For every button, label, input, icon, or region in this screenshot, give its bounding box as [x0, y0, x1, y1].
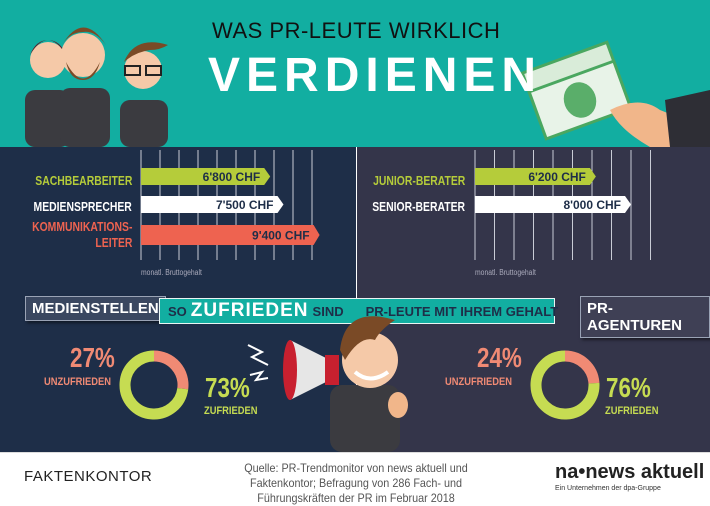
donut-left-zufrieden-pct: 73% [205, 372, 250, 403]
money-hand-icon [520, 40, 710, 147]
bar-value-label: 9'400 CHF [252, 229, 310, 243]
banner-pre: SO [168, 303, 187, 319]
banner-mid: SIND [312, 303, 344, 319]
bar-value-label: 8'000 CHF [563, 198, 621, 212]
source-note: Quelle: PR-Trendmonitor von news aktuell… [244, 461, 468, 505]
bar [475, 196, 631, 213]
banner-big: ZUFRIEDEN [190, 300, 309, 321]
bar [475, 168, 596, 185]
donut-right-unzufrieden-pct: 24% [477, 342, 522, 373]
charts: 6'800 CHF 7'500 CHF 9'400 CHF 6'200 CHF 8'00… [119, 150, 651, 420]
donut-left-zufrieden-label: ZUFRIEDEN [204, 405, 258, 417]
bar-label: MEDIENSPRECHER [33, 199, 132, 214]
donut-slice [119, 350, 189, 420]
bar-label: KOMMUNIKATIONS- LEITER [31, 219, 132, 250]
bar-label: JUNIOR-BERATER [372, 173, 465, 188]
bar-label: SACHBEARBEITER [34, 173, 132, 188]
bar-value-label: 7'500 CHF [216, 198, 274, 212]
news-aktuell-logo: na•news aktuell [555, 461, 705, 483]
x-axis-label: monatl. Bruttogehalt [475, 268, 536, 277]
news-aktuell-subtitle: Ein Unternehmen der dpa-Gruppe [555, 485, 661, 492]
section-label-medienstellen: MEDIENSTELLEN [25, 296, 166, 321]
title-line-1: WAS PR-LEUTE WIRKLICH [212, 18, 501, 43]
illustrations [25, 27, 710, 147]
people-illustration-icon [25, 27, 168, 147]
donut-left-unzufrieden-label: UNZUFRIEDEN [44, 376, 112, 388]
header: WAS PR-LEUTE WIRKLICH VERDIENEN [0, 0, 710, 147]
donut-left-unzufrieden-pct: 27% [70, 342, 115, 373]
donut-right-zufrieden-label: ZUFRIEDEN [605, 405, 659, 417]
faktenkontor-logo: FAKTENKONTOR [24, 468, 153, 485]
bar-value-label: 6'800 CHF [203, 170, 261, 184]
bar-label: SENIOR-BERATER [372, 199, 465, 214]
banner-post: PR-LEUTE MIT IHREM GEHALT [365, 303, 559, 319]
title-line-2: VERDIENEN [208, 49, 543, 102]
bar [141, 168, 271, 185]
donut-right-unzufrieden-label: UNZUFRIEDEN [445, 376, 513, 388]
donut-slice [153, 350, 189, 390]
x-axis-label: monatl. Bruttogehalt [141, 268, 202, 277]
bar [141, 225, 320, 245]
footer: FAKTENKONTOR Quelle: PR-Trendmonitor von… [0, 452, 710, 505]
donut-slice [530, 350, 600, 420]
donut-slice [564, 350, 600, 384]
donut-right-zufrieden-pct: 76% [606, 372, 651, 403]
megaphone-man-illustration-icon [247, 316, 408, 452]
bar-value-label: 6'200 CHF [528, 170, 586, 184]
section-label-pr-agenturen: PR-AGENTUREN [580, 296, 710, 338]
bar [141, 196, 284, 213]
